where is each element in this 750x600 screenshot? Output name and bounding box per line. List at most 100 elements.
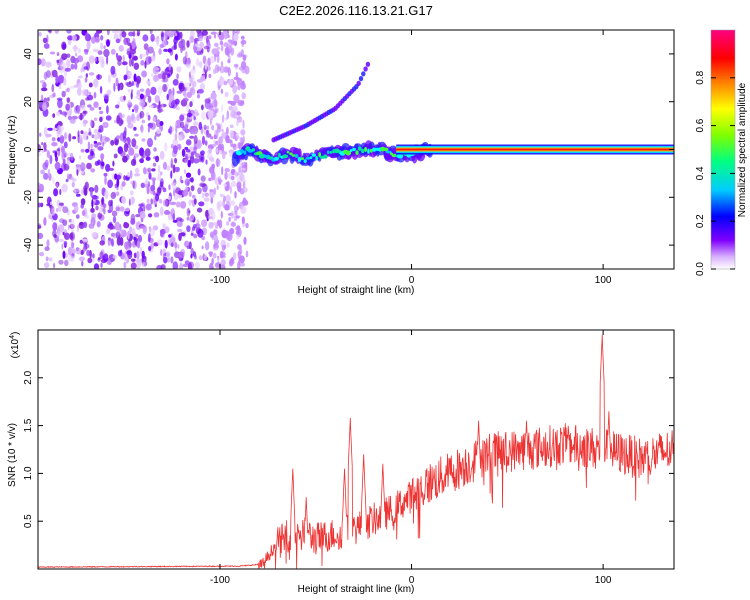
noise-blob <box>135 214 141 218</box>
noise-blob <box>227 100 233 104</box>
noise-blob <box>197 88 204 94</box>
noise-blob <box>196 30 202 34</box>
noise-blob <box>166 93 170 101</box>
noise-blob <box>103 45 106 50</box>
noise-blob <box>141 250 145 259</box>
noise-blob <box>140 182 146 188</box>
noise-blob <box>228 216 231 221</box>
noise-blob <box>180 179 184 184</box>
noise-blob <box>184 158 189 163</box>
noise-blob <box>59 188 62 196</box>
noise-blob <box>64 67 72 72</box>
noise-blob <box>121 181 126 187</box>
noise-blob <box>198 201 205 207</box>
noise-blob <box>201 219 208 227</box>
noise-blob <box>136 75 142 84</box>
noise-blob <box>91 213 97 220</box>
noise-blob <box>119 84 122 90</box>
noise-blob <box>42 102 47 112</box>
noise-blob <box>216 66 222 72</box>
noise-blob <box>91 199 94 209</box>
noise-blob <box>68 255 75 262</box>
noise-blob <box>203 197 210 202</box>
noise-blob <box>230 200 236 206</box>
noise-blob <box>61 183 68 193</box>
noise-blob <box>162 199 168 207</box>
noise-blob <box>88 82 93 88</box>
noise-blob <box>218 76 225 86</box>
noise-blob <box>64 132 68 140</box>
noise-blob <box>66 87 70 93</box>
noise-blob <box>58 259 64 265</box>
noise-blob <box>39 252 45 257</box>
noise-blob <box>241 92 246 100</box>
noise-blob <box>210 197 214 204</box>
noise-blob <box>158 85 162 96</box>
noise-blob <box>94 36 100 43</box>
noise-blob <box>62 219 68 226</box>
noise-blob <box>193 146 197 154</box>
noise-blob <box>242 179 247 183</box>
noise-blob <box>195 153 201 159</box>
noise-blob <box>96 30 103 34</box>
noise-blob <box>186 207 191 217</box>
noise-blob <box>78 75 83 79</box>
noise-blob <box>106 228 111 234</box>
noise-blob <box>104 176 107 185</box>
noise-blob <box>128 31 134 37</box>
noise-blob <box>46 239 50 248</box>
noise-blob <box>169 201 177 206</box>
noise-blob <box>62 43 67 50</box>
noise-blob <box>201 111 207 121</box>
trace-core <box>349 149 353 152</box>
noise-blob <box>108 200 113 207</box>
noise-blob <box>99 110 104 115</box>
noise-blob <box>110 238 114 246</box>
y-tick-label: -20 <box>23 190 34 205</box>
noise-blob <box>210 92 217 100</box>
noise-blob <box>155 119 161 128</box>
noise-blob <box>38 202 41 208</box>
noise-blob <box>187 262 192 269</box>
noise-blob <box>113 153 118 159</box>
noise-blob <box>179 262 183 269</box>
noise-blob <box>57 124 61 135</box>
noise-blob <box>235 215 240 219</box>
noise-blob <box>235 230 240 235</box>
noise-blob <box>135 33 138 37</box>
trace-core <box>297 156 302 163</box>
noise-blob <box>142 261 147 267</box>
noise-blob <box>52 176 55 184</box>
noise-blob <box>110 139 115 146</box>
noise-blob <box>170 256 174 264</box>
noise-blob <box>209 251 213 257</box>
noise-blob <box>88 72 95 76</box>
noise-blob <box>240 255 245 262</box>
noise-blob <box>199 61 203 68</box>
noise-blob <box>62 77 67 86</box>
noise-blob <box>119 206 125 212</box>
noise-blob <box>126 250 132 256</box>
trace-core <box>309 156 313 160</box>
noise-blob <box>240 129 246 136</box>
spectrogram-panel: -100 0 100 -40 -20 0 20 40 Height of straight l… <box>7 29 675 296</box>
noise-blob <box>38 31 42 37</box>
noise-blob <box>242 180 246 189</box>
noise-blob <box>167 48 172 53</box>
noise-blob <box>56 111 61 117</box>
noise-blob <box>51 207 56 216</box>
noise-blob <box>62 250 66 259</box>
noise-blob <box>80 67 83 73</box>
noise-blob <box>87 257 93 264</box>
noise-blob <box>217 85 221 91</box>
noise-blob <box>51 142 58 147</box>
noise-blob <box>131 57 134 67</box>
noise-blob <box>199 151 202 157</box>
noise-blob <box>223 31 228 40</box>
noise-blob <box>43 172 49 180</box>
noise-blob <box>45 61 52 68</box>
chart-title: C2E2.2026.116.13.21.G17 <box>279 3 433 18</box>
noise-blob <box>107 30 110 36</box>
noise-blob <box>163 48 169 53</box>
noise-blob <box>233 32 239 42</box>
